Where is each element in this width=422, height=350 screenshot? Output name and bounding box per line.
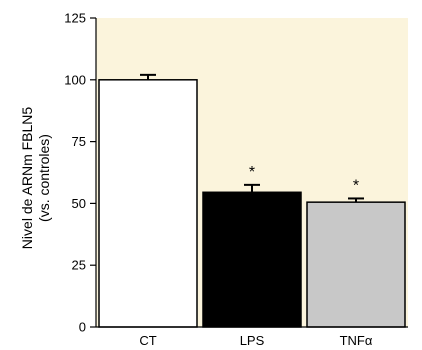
y-tick-label: 75 bbox=[72, 134, 86, 149]
y-axis-title-line1: Nivel de ARNm FBLN5 bbox=[19, 107, 35, 250]
bar-2 bbox=[202, 191, 302, 328]
bar-3 bbox=[306, 201, 406, 328]
x-category-label: CT bbox=[139, 333, 156, 348]
y-axis-ticks: 0 25 50 75 100 125 bbox=[64, 11, 96, 335]
significance-marks: ** bbox=[249, 164, 359, 195]
y-tick-label: 125 bbox=[64, 11, 86, 26]
significance-asterisk: * bbox=[249, 164, 255, 181]
y-axis-title-line2: (vs. controles) bbox=[36, 134, 52, 222]
y-tick-label: 0 bbox=[79, 320, 86, 335]
x-category-label: TNFα bbox=[340, 333, 373, 348]
error-bars bbox=[140, 73, 364, 203]
bars bbox=[98, 79, 406, 328]
significance-asterisk: * bbox=[353, 177, 359, 194]
y-tick-label: 25 bbox=[72, 258, 86, 273]
y-tick-label: 100 bbox=[64, 72, 86, 87]
bar-1 bbox=[98, 79, 198, 328]
x-category-label: LPS bbox=[240, 333, 265, 348]
x-axis-category-labels: CT LPS TNFα bbox=[139, 333, 373, 348]
y-tick-label: 50 bbox=[72, 196, 86, 211]
